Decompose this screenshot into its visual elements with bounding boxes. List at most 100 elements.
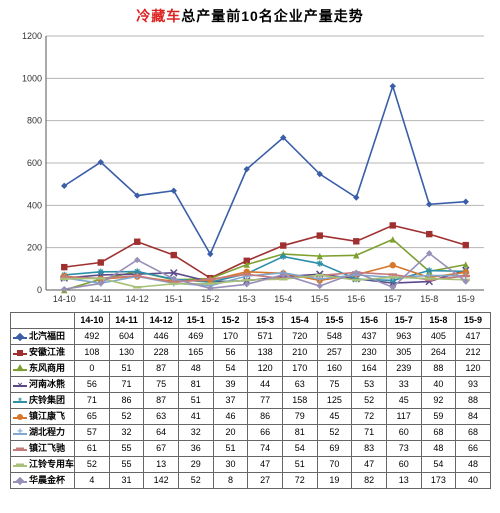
table-cell: 125 xyxy=(317,393,352,409)
table-cell: 305 xyxy=(386,345,421,361)
table-row: *庆铃集团71868751377715812552459288 xyxy=(11,393,491,409)
table-cell: 63 xyxy=(282,377,317,393)
table-cell: 60 xyxy=(386,425,421,441)
table-cell: 47 xyxy=(248,457,283,473)
series-name: 庆铃集团 xyxy=(29,394,65,407)
table-cell: 79 xyxy=(282,409,317,425)
table-cell: 88 xyxy=(421,361,456,377)
svg-text:14-10: 14-10 xyxy=(53,294,76,304)
table-cell: 437 xyxy=(352,329,387,345)
svg-text:200: 200 xyxy=(27,243,42,253)
table-cell: 257 xyxy=(317,345,352,361)
chart-svg: 02004006008001000120014-1014-1114-1215-1… xyxy=(10,30,490,310)
table-cell: 54 xyxy=(213,361,248,377)
table-cell: 82 xyxy=(352,473,387,489)
series-name: 镇江康飞 xyxy=(29,410,65,423)
table-header-cell: 15-7 xyxy=(386,313,421,329)
table-cell: 87 xyxy=(144,393,179,409)
table-cell: 32 xyxy=(178,425,213,441)
series-name: 安徽江淮 xyxy=(29,346,65,359)
svg-text:0: 0 xyxy=(37,285,42,295)
table-cell: 55 xyxy=(109,457,144,473)
table-cell: 73 xyxy=(386,441,421,457)
table-cell: 57 xyxy=(75,425,110,441)
table-header-cell: 15-1 xyxy=(178,313,213,329)
table-cell: 13 xyxy=(386,473,421,489)
table-cell: 51 xyxy=(109,361,144,377)
svg-text:15-4: 15-4 xyxy=(274,294,292,304)
data-table-wrap: 14-1014-1114-1215-115-215-315-415-515-61… xyxy=(10,312,490,489)
line-chart: 02004006008001000120014-1014-1114-1215-1… xyxy=(10,30,490,310)
table-cell: 130 xyxy=(109,345,144,361)
table-header-cell: 14-10 xyxy=(75,313,110,329)
table-cell: 48 xyxy=(456,457,491,473)
row-header: 镇江飞驰 xyxy=(11,441,75,457)
table-cell: 264 xyxy=(421,345,456,361)
table-cell: 27 xyxy=(248,473,283,489)
table-cell: 65 xyxy=(75,409,110,425)
table-header-row: 14-1014-1114-1215-115-215-315-415-515-61… xyxy=(11,313,491,329)
table-cell: 963 xyxy=(386,329,421,345)
table-header-cell: 14-12 xyxy=(144,313,179,329)
table-cell: 164 xyxy=(352,361,387,377)
table-cell: 72 xyxy=(352,409,387,425)
series-name: 江铃专用车 xyxy=(29,458,74,471)
table-cell: 93 xyxy=(456,377,491,393)
svg-text:800: 800 xyxy=(27,116,42,126)
table-row: 镇江康飞6552634146867945721175984 xyxy=(11,409,491,425)
series-name: 湖北程力 xyxy=(29,426,65,439)
table-cell: 4 xyxy=(75,473,110,489)
row-header: 江铃专用车 xyxy=(11,457,75,473)
row-header: +湖北程力 xyxy=(11,425,75,441)
table-cell: 228 xyxy=(144,345,179,361)
table-cell: 37 xyxy=(213,393,248,409)
table-row: 镇江飞驰615567365174546983734866 xyxy=(11,441,491,457)
table-cell: 68 xyxy=(421,425,456,441)
table-cell: 492 xyxy=(75,329,110,345)
table-cell: 52 xyxy=(352,393,387,409)
table-cell: 165 xyxy=(178,345,213,361)
table-row: 北汽福田492604446469170571720548437963405417 xyxy=(11,329,491,345)
table-cell: 81 xyxy=(178,377,213,393)
table-cell: 39 xyxy=(213,377,248,393)
table-cell: 120 xyxy=(248,361,283,377)
table-cell: 32 xyxy=(109,425,144,441)
table-cell: 66 xyxy=(248,425,283,441)
title-red: 冷藏车 xyxy=(136,8,181,24)
table-cell: 54 xyxy=(282,441,317,457)
table-cell: 158 xyxy=(282,393,317,409)
table-cell: 56 xyxy=(75,377,110,393)
title-black: 总产量前10名企业产量走势 xyxy=(181,8,364,24)
table-cell: 45 xyxy=(317,409,352,425)
svg-text:600: 600 xyxy=(27,158,42,168)
table-cell: 44 xyxy=(248,377,283,393)
table-cell: 720 xyxy=(282,329,317,345)
table-header-cell: 15-2 xyxy=(213,313,248,329)
table-header-cell: 15-3 xyxy=(248,313,283,329)
table-cell: 71 xyxy=(75,393,110,409)
svg-text:15-2: 15-2 xyxy=(201,294,219,304)
table-cell: 48 xyxy=(178,361,213,377)
table-cell: 83 xyxy=(352,441,387,457)
table-cell: 40 xyxy=(456,473,491,489)
table-cell: 117 xyxy=(386,409,421,425)
table-cell: 36 xyxy=(178,441,213,457)
series-name: 镇江飞驰 xyxy=(29,442,65,455)
table-cell: 20 xyxy=(213,425,248,441)
table-cell: 75 xyxy=(144,377,179,393)
chart-title: 冷藏车总产量前10名企业产量走势 xyxy=(6,6,494,26)
svg-text:15-3: 15-3 xyxy=(238,294,256,304)
table-cell: 0 xyxy=(75,361,110,377)
table-cell: 67 xyxy=(144,441,179,457)
table-cell: 81 xyxy=(282,425,317,441)
svg-text:14-12: 14-12 xyxy=(126,294,149,304)
row-header: 安徽江淮 xyxy=(11,345,75,361)
table-cell: 29 xyxy=(178,457,213,473)
table-cell: 212 xyxy=(456,345,491,361)
row-header: 东风商用 xyxy=(11,361,75,377)
table-cell: 210 xyxy=(282,345,317,361)
row-header: 华晨金杯 xyxy=(11,473,75,489)
table-cell: 230 xyxy=(352,345,387,361)
table-row: ×河南冰熊567175813944637553334093 xyxy=(11,377,491,393)
table-header-cell: 15-5 xyxy=(317,313,352,329)
